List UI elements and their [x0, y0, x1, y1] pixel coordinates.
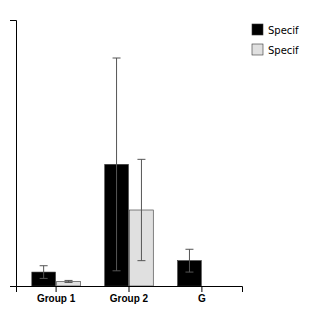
y-axis-line — [10, 21, 17, 287]
error-bar — [185, 249, 193, 272]
error-bar — [65, 280, 73, 282]
error-bar-line — [137, 159, 145, 260]
chart: Group 1 Group 2 G Specif Specif — [0, 0, 320, 320]
x-tick-label: G — [198, 293, 206, 304]
legend-swatch — [252, 44, 263, 55]
x-tick-mark — [201, 286, 202, 292]
error-bar-line — [40, 266, 48, 279]
error-bar — [113, 58, 121, 271]
series — [57, 159, 154, 286]
x-axis-line — [17, 287, 243, 293]
legend-swatch — [252, 24, 263, 35]
error-bar — [40, 266, 48, 279]
x-axis: Group 1 Group 2 G — [17, 286, 243, 304]
plot: Group 1 Group 2 G — [10, 21, 243, 305]
legend-item: Specif — [252, 24, 299, 36]
y-axis — [10, 21, 17, 287]
legend-label: Specif — [268, 25, 299, 36]
marks — [32, 58, 201, 286]
x-tick-label: Group 1 — [37, 293, 76, 304]
x-tick: Group 2 — [110, 286, 149, 304]
x-tick-label: Group 2 — [110, 293, 149, 304]
legend-label: Specif — [268, 45, 299, 56]
x-tick: G — [198, 286, 206, 304]
error-bar-line — [113, 58, 121, 271]
x-tick-mark — [129, 286, 130, 292]
error-bar-line — [65, 280, 73, 282]
bar — [203, 286, 227, 287]
legend: Specif Specif — [252, 24, 299, 56]
x-tick-mark — [56, 286, 57, 292]
error-bar — [137, 159, 145, 260]
series — [32, 58, 201, 286]
legend-item: Specif — [252, 44, 299, 56]
error-bar-line — [185, 249, 193, 272]
x-tick: Group 1 — [37, 286, 76, 304]
